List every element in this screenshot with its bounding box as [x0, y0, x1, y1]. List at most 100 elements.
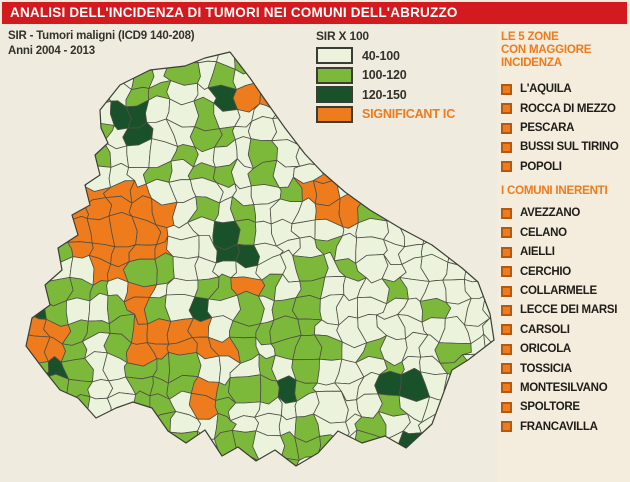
- municipality-cell: [63, 82, 86, 103]
- municipality-cell: [26, 397, 44, 421]
- municipality-cell: [441, 143, 472, 169]
- municipality-cell: [1, 359, 24, 380]
- municipality-cell: [318, 141, 340, 168]
- municipality-cell: [26, 436, 31, 461]
- municipality-cell: [146, 318, 172, 345]
- municipality-cell: [26, 176, 43, 208]
- municipality-cell: [103, 59, 135, 90]
- municipality-cell: [26, 121, 48, 150]
- municipality-cell: [40, 120, 67, 149]
- municipality-cell: [440, 433, 472, 462]
- municipality-cell: [447, 234, 469, 266]
- legend-row: 40-100: [316, 46, 455, 66]
- municipality-cell: [63, 161, 91, 188]
- municipality-cell: [441, 203, 463, 225]
- municipality-cell: [460, 83, 490, 107]
- municipality-cell: [45, 99, 67, 129]
- header-bar: ANALISI DELL'INCIDENZA DI TUMORI NEI COM…: [2, 2, 627, 24]
- legend-title: SIR X 100: [316, 29, 369, 43]
- municipality-cell: [26, 436, 51, 459]
- square-bullet-icon: [501, 343, 512, 355]
- municipality-cell: [26, 298, 34, 316]
- study-info: SIR - Tumori maligni (ICD9 140-208) Anni…: [8, 29, 195, 58]
- municipality-cell: [87, 417, 113, 437]
- municipality-cell: [270, 52, 299, 71]
- municipality-cell: [461, 431, 489, 462]
- municipality-cell: [466, 141, 489, 165]
- square-bullet-icon: [501, 207, 512, 219]
- municipality-cell: [355, 218, 389, 240]
- municipality-cell: [378, 157, 406, 181]
- municipality-cell: [64, 413, 94, 437]
- municipality-cell: [26, 80, 49, 107]
- square-bullet-icon: [501, 246, 512, 258]
- municipality-cell: [443, 371, 471, 403]
- municipality-cell: [462, 369, 492, 398]
- legend-swatch-significant: [316, 105, 353, 123]
- municipality-cell: [460, 241, 489, 269]
- municipality-cell: [419, 432, 450, 455]
- legend-row: 120-150: [316, 85, 455, 105]
- municipality-cell: [26, 240, 50, 262]
- municipality-cell: [462, 353, 491, 373]
- square-bullet-icon: [501, 382, 512, 394]
- municipality-cell: [314, 126, 344, 150]
- municipality-cell: [421, 449, 448, 466]
- municipality-cell: [0, 219, 25, 246]
- municipality-cell: [87, 432, 113, 462]
- municipality-cell: [26, 181, 30, 209]
- municipality-cell: [228, 374, 262, 404]
- municipality-cell: [255, 459, 281, 466]
- municipality-cell: [190, 455, 220, 466]
- list-item: CERCHIO: [501, 262, 629, 281]
- municipality-cell: [47, 449, 71, 466]
- legend-swatch-low: [316, 47, 353, 65]
- list-item: POPOLI: [501, 157, 629, 176]
- municipality-cell: [65, 143, 87, 167]
- square-bullet-icon: [501, 266, 512, 278]
- municipality-cell: [129, 419, 153, 441]
- municipality-cell: [249, 52, 279, 72]
- municipality-cell: [357, 122, 387, 145]
- municipality-cell: [423, 178, 447, 208]
- municipality-cell: [380, 143, 407, 169]
- municipality-cell: [26, 257, 29, 280]
- legend-label: 120-150: [362, 87, 407, 102]
- municipality-cell: [26, 375, 44, 404]
- municipality-cell: [64, 120, 91, 151]
- municipality-cell: [26, 80, 33, 110]
- municipality-cell: [105, 432, 136, 462]
- list-item: AIELLI: [501, 243, 629, 262]
- zones-heading: LE 5 ZONE CON MAGGIORE INCIDENZA: [501, 31, 592, 70]
- municipality-cell: [461, 199, 494, 230]
- municipality-cell: [105, 457, 136, 466]
- municipality-cell: [273, 66, 298, 86]
- municipality-cell: [317, 434, 345, 457]
- municipality-cell: [372, 457, 401, 466]
- municipality-cell: [402, 161, 432, 187]
- municipality-cell: [63, 57, 94, 88]
- municipality-cell: [26, 60, 54, 88]
- municipality-cell: [42, 398, 72, 419]
- municipality-cell: [26, 100, 48, 129]
- municipality-cell: [26, 65, 32, 82]
- square-bullet-icon: [501, 285, 512, 297]
- municipality-cell: [422, 220, 449, 245]
- list-item: LECCE DEI MARSI: [501, 301, 629, 320]
- municipality-cell: [292, 295, 323, 321]
- municipality-cell: [26, 144, 47, 172]
- municipality-cell: [468, 158, 485, 183]
- municipality-cell: [468, 52, 494, 73]
- municipality-cell: [397, 201, 428, 223]
- municipality-cell: [460, 100, 489, 125]
- square-bullet-icon: [501, 363, 512, 375]
- list-item: CELANO: [501, 223, 629, 242]
- municipality-cell: [61, 433, 89, 458]
- municipality-cell: [440, 451, 473, 466]
- list-item: AVEZZANO: [501, 204, 629, 223]
- region-outline: [25, 51, 495, 467]
- municipality-cell: [81, 81, 112, 105]
- municipality-cell: [26, 453, 52, 466]
- municipality-cell: [364, 180, 387, 209]
- municipality-cell: [26, 125, 31, 150]
